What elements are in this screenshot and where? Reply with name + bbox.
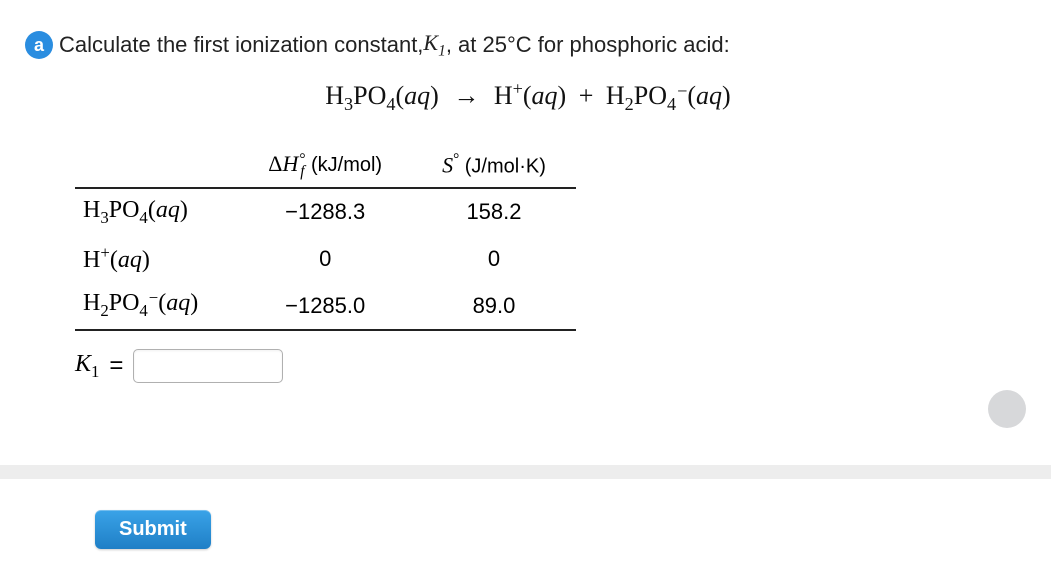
k1-symbol: K1 [423, 30, 445, 60]
species-cell: H+(aq) [75, 235, 238, 282]
table-row: H2PO4− (aq)−1285.089.0 [75, 282, 576, 330]
dH-cell: 0 [238, 235, 412, 282]
dH-cell: −1288.3 [238, 188, 412, 236]
separator-bar [0, 465, 1051, 479]
S-cell: 89.0 [412, 282, 576, 330]
thermo-data-table: ΔH°f (kJ/mol) S° (J/mol·K) H3PO4(aq)−128… [75, 143, 576, 331]
table-header-dH: ΔH°f (kJ/mol) [238, 143, 412, 187]
k1-input[interactable] [133, 349, 283, 383]
table-header-S: S° (J/mol·K) [412, 143, 576, 187]
reaction-equation: H3PO4(aq) → H+(aq) + H2PO4− (aq) [25, 78, 1031, 115]
question-text-prefix: Calculate the first ionization constant, [59, 32, 423, 58]
help-dot-icon[interactable] [988, 390, 1026, 428]
question-prompt: a Calculate the first ionization constan… [25, 30, 1031, 60]
answer-row: K1 = [75, 349, 1031, 383]
S-cell: 158.2 [412, 188, 576, 236]
table-row: H3PO4(aq)−1288.3158.2 [75, 188, 576, 236]
dH-cell: −1285.0 [238, 282, 412, 330]
species-cell: H2PO4− (aq) [75, 282, 238, 330]
part-badge: a [25, 31, 53, 59]
species-cell: H3PO4(aq) [75, 188, 238, 236]
equals-sign: = [109, 352, 123, 380]
submit-button[interactable]: Submit [95, 510, 211, 549]
answer-label: K1 [75, 351, 99, 382]
table-row: H+(aq)00 [75, 235, 576, 282]
table-header-blank [75, 143, 238, 187]
S-cell: 0 [412, 235, 576, 282]
question-text-suffix: , at 25°C for phosphoric acid: [446, 32, 730, 58]
